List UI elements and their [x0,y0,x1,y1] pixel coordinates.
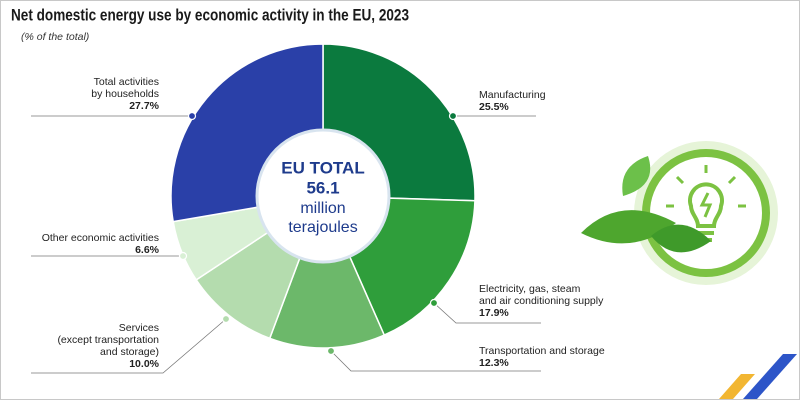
category-label: Total activities by households [91,76,159,100]
leader-dot [178,251,188,261]
segment-label: Transportation and storage 12.3% [479,345,605,369]
segment-label: Other economic activities 6.6% [42,232,159,256]
leader-line [31,318,227,374]
segment-label: Total activities by households 27.7% [91,76,159,112]
chart-title: Net domestic energy use by economic acti… [11,5,409,24]
segment-label: Manufacturing 25.5% [479,89,546,113]
segment-label: Electricity, gas, steam and air conditio… [479,283,603,319]
value-label: 27.7% [129,100,159,112]
leader-dot [187,111,197,121]
value-label: 6.6% [135,244,159,256]
leader-dot [221,314,231,324]
value-label: 10.0% [129,358,159,370]
category-label: Manufacturing [479,89,546,101]
leader-dot [448,111,458,121]
value-label: 17.9% [479,307,509,319]
leader-line [433,302,541,324]
bulb-icon [581,141,778,285]
center-text: million [300,200,345,217]
category-label: Other economic activities [41,232,159,244]
logo [719,354,797,399]
leader-line [330,350,541,372]
leader-dot [429,298,439,308]
segment-label: Services (except transportation and stor… [57,322,159,370]
category-label: Transportation and storage [479,345,605,357]
category-label: Services (except transportation and stor… [57,322,159,358]
center-text: 56.1 [306,178,339,197]
category-label: Electricity, gas, steam and air conditio… [479,283,604,307]
value-label: 12.3% [479,357,509,369]
center-text: terajoules [288,219,357,236]
value-label: 25.5% [479,101,509,113]
center-text: EU TOTAL [281,158,364,177]
chart-subtitle: (% of the total) [21,31,89,43]
leader-dot [326,346,336,356]
center-circle [255,128,391,264]
